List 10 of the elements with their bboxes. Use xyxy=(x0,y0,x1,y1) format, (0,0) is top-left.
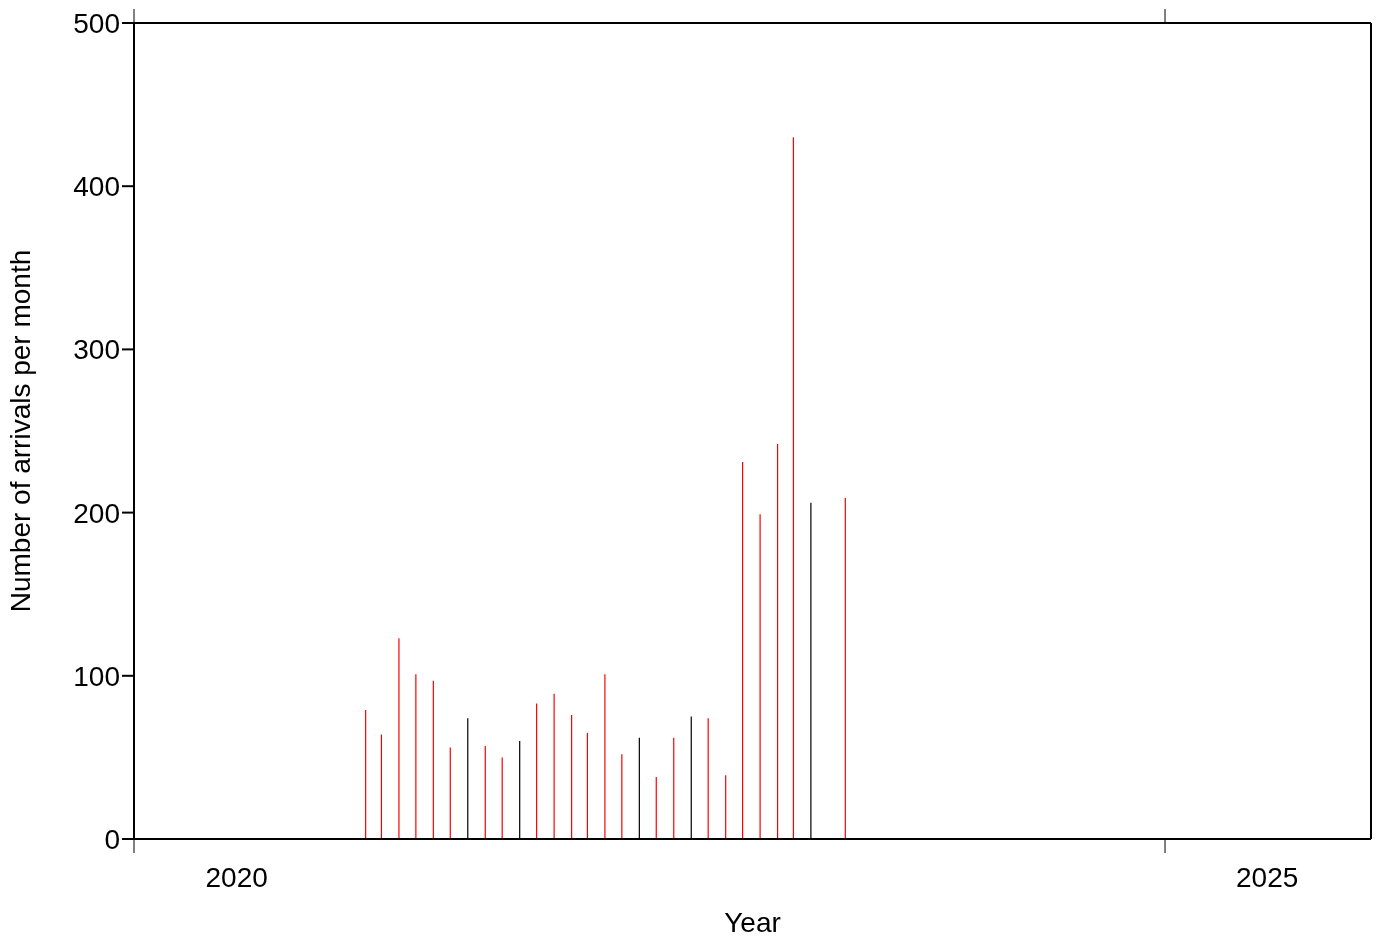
y-tick-label: 200 xyxy=(73,497,120,529)
y-tick-label: 500 xyxy=(73,7,120,39)
y-tick-label: 100 xyxy=(73,660,120,692)
x-tick-label: 2025 xyxy=(1236,862,1299,893)
y-tick-label: 300 xyxy=(73,334,120,366)
y-tick-label: 400 xyxy=(73,171,120,203)
y-axis-title: Number of arrivals per month xyxy=(5,249,36,613)
x-axis-title: Year xyxy=(724,907,781,938)
y-tick-label: 0 xyxy=(104,823,120,855)
x-tick-label: 2020 xyxy=(205,862,268,893)
